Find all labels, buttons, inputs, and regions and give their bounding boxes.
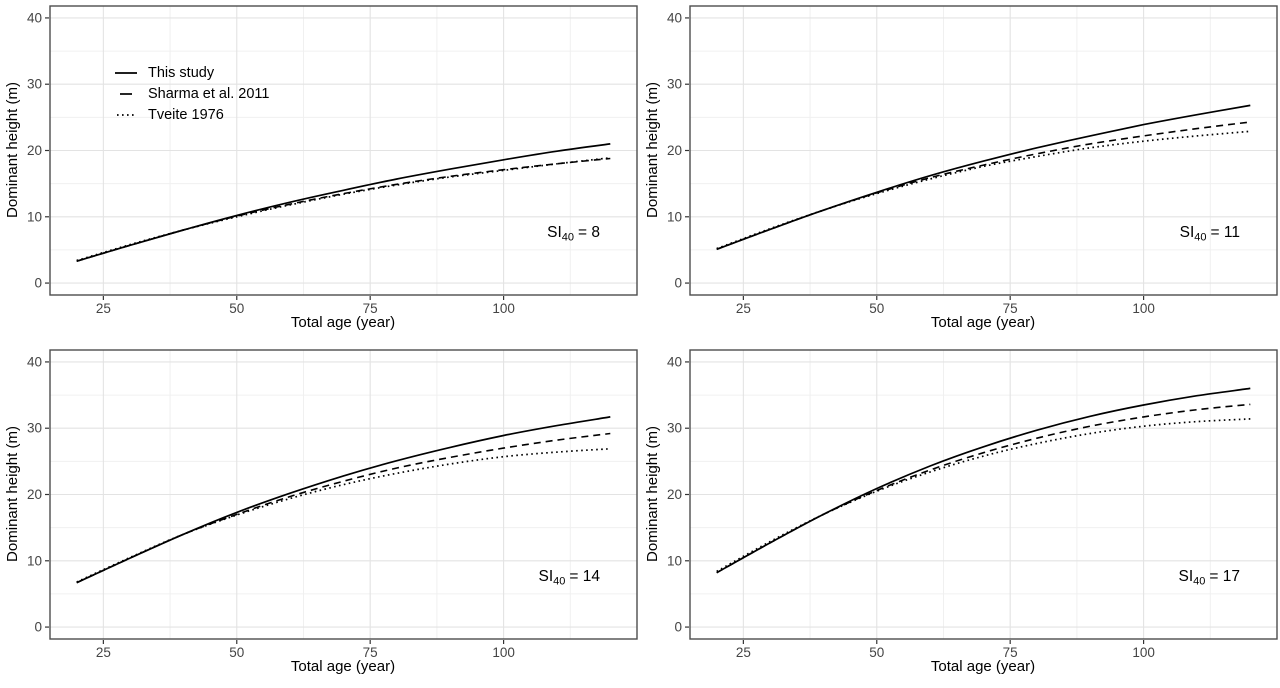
y-axis-title: Dominant height (m) xyxy=(4,426,21,562)
dashed-line-key-icon xyxy=(120,92,132,95)
svg-text:75: 75 xyxy=(363,645,378,660)
svg-text:75: 75 xyxy=(1003,301,1018,316)
svg-text:50: 50 xyxy=(869,301,884,316)
panel-si40-11: 25 50 75 100 0 10 20 30 40 Dominant height (m) T… xyxy=(640,0,1280,344)
svg-text:100: 100 xyxy=(1132,301,1155,316)
legend-item-sharma: Sharma et al. 2011 xyxy=(113,83,269,104)
x-axis-title: Total age (year) xyxy=(291,658,395,675)
si-label: SI40 = 8 xyxy=(547,224,600,244)
svg-text:100: 100 xyxy=(492,301,515,316)
svg-text:20: 20 xyxy=(667,143,682,158)
legend-label: This study xyxy=(148,64,215,81)
plot-area: 25 50 75 100 0 10 20 30 40 Dominant height (m) T… xyxy=(4,349,638,675)
svg-text:25: 25 xyxy=(736,645,751,660)
svg-text:0: 0 xyxy=(674,276,682,291)
solid-line-key-icon xyxy=(115,71,137,74)
svg-text:30: 30 xyxy=(27,421,42,436)
legend-item-tveite: Tveite 1976 xyxy=(113,104,269,125)
x-axis-title: Total age (year) xyxy=(931,658,1035,675)
svg-text:40: 40 xyxy=(667,10,682,25)
svg-text:50: 50 xyxy=(229,301,244,316)
svg-text:40: 40 xyxy=(27,354,42,369)
x-axis-title: Total age (year) xyxy=(931,314,1035,331)
plot-area: 25 50 75 100 0 10 20 30 40 Dominant height (m) T… xyxy=(4,5,638,331)
panel-si40-14: 25 50 75 100 0 10 20 30 40 Dominant height (m) T… xyxy=(0,344,640,688)
svg-text:30: 30 xyxy=(27,77,42,92)
dotted-line-key-icon xyxy=(117,113,136,116)
x-axis-title: Total age (year) xyxy=(291,314,395,331)
legend-label: Sharma et al. 2011 xyxy=(148,85,270,102)
svg-text:25: 25 xyxy=(96,301,111,316)
legend-label: Tveite 1976 xyxy=(148,106,224,123)
plot-area: 25 50 75 100 0 10 20 30 40 Dominant height (m) T… xyxy=(644,5,1278,331)
y-axis-title: Dominant height (m) xyxy=(644,82,661,218)
legend: This study Sharma et al. 2011 Tveite 197… xyxy=(113,62,269,125)
svg-text:40: 40 xyxy=(27,10,42,25)
si-label: SI40 = 17 xyxy=(1178,568,1240,588)
panel-si40-17: 25 50 75 100 0 10 20 30 40 Dominant height (m) T… xyxy=(640,344,1280,688)
plot-area: 25 50 75 100 0 10 20 30 40 Dominant height (m) T… xyxy=(644,349,1278,675)
svg-text:25: 25 xyxy=(736,301,751,316)
y-axis-title: Dominant height (m) xyxy=(644,426,661,562)
svg-text:75: 75 xyxy=(1003,645,1018,660)
si-label: SI40 = 11 xyxy=(1180,224,1240,244)
svg-text:0: 0 xyxy=(34,620,42,635)
svg-text:20: 20 xyxy=(667,487,682,502)
svg-text:10: 10 xyxy=(27,209,42,224)
svg-text:10: 10 xyxy=(27,553,42,568)
si-label: SI40 = 14 xyxy=(538,568,600,588)
svg-text:40: 40 xyxy=(667,354,682,369)
legend-item-this-study: This study xyxy=(113,62,269,83)
svg-text:30: 30 xyxy=(667,77,682,92)
svg-text:50: 50 xyxy=(229,645,244,660)
svg-text:50: 50 xyxy=(869,645,884,660)
svg-text:0: 0 xyxy=(34,276,42,291)
svg-text:20: 20 xyxy=(27,487,42,502)
y-axis-title: Dominant height (m) xyxy=(4,82,21,218)
svg-text:100: 100 xyxy=(1132,645,1155,660)
svg-text:10: 10 xyxy=(667,553,682,568)
svg-text:25: 25 xyxy=(96,645,111,660)
svg-text:10: 10 xyxy=(667,209,682,224)
svg-text:20: 20 xyxy=(27,143,42,158)
svg-text:0: 0 xyxy=(674,620,682,635)
panel-si40-8: 25 50 75 100 0 10 20 30 40 Dominant height (m) T… xyxy=(0,0,640,344)
svg-text:75: 75 xyxy=(363,301,378,316)
svg-text:100: 100 xyxy=(492,645,515,660)
svg-text:30: 30 xyxy=(667,421,682,436)
